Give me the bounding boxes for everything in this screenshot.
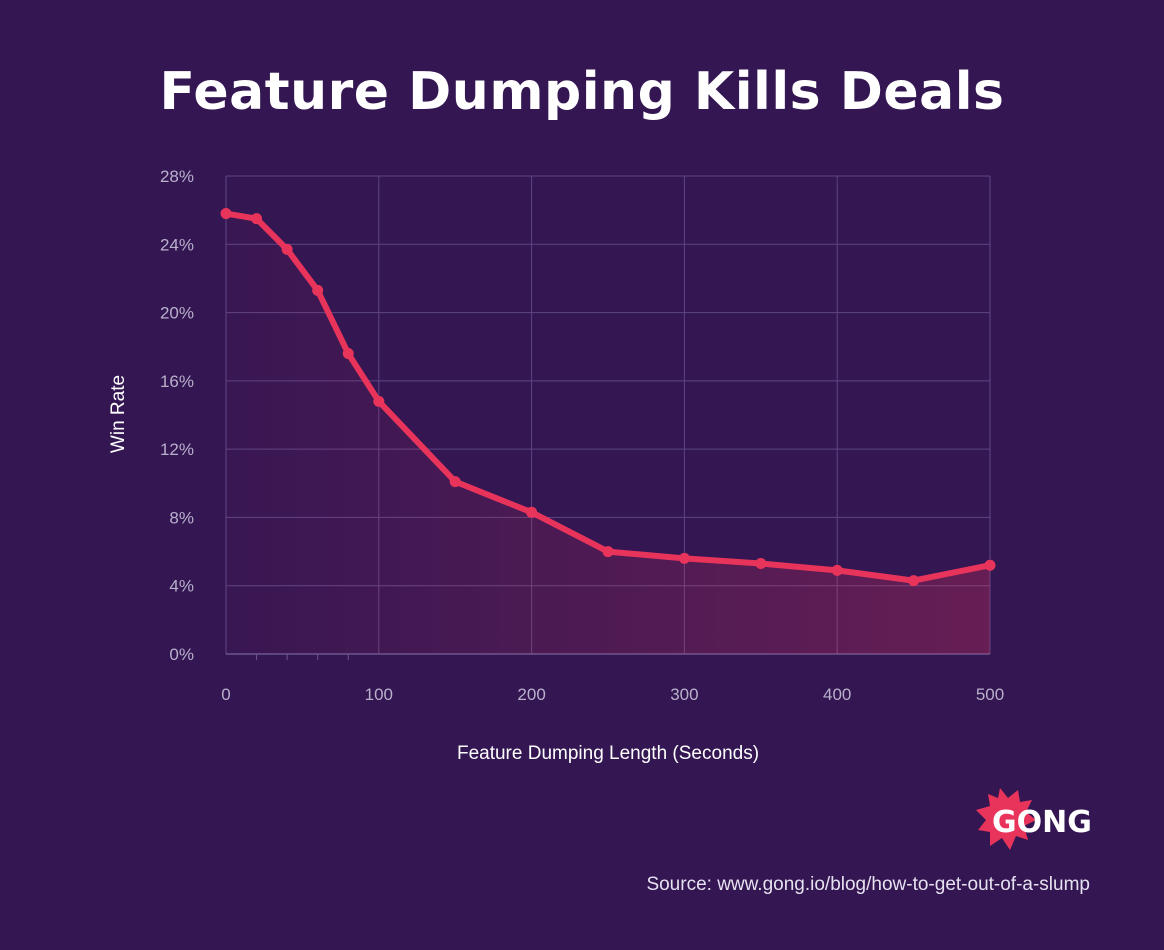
- source-caption: Source: www.gong.io/blog/how-to-get-out-…: [646, 874, 1090, 895]
- x-axis-ticks: 0 100 200 300 400 500: [221, 685, 1004, 704]
- data-point: [373, 395, 385, 407]
- x-tick-label: 100: [365, 685, 393, 704]
- x-tick-label: 200: [517, 685, 545, 704]
- y-tick-label: 0%: [169, 645, 194, 664]
- data-point: [342, 348, 354, 360]
- x-axis-label: Feature Dumping Length (Seconds): [457, 743, 759, 764]
- data-point: [281, 243, 293, 255]
- win-rate-line: [223, 210, 993, 584]
- data-point: [678, 552, 690, 564]
- data-point: [526, 506, 538, 518]
- y-tick-label: 8%: [169, 508, 194, 527]
- data-point: [984, 559, 996, 571]
- data-point: [312, 284, 324, 296]
- x-tick-label: 400: [823, 685, 851, 704]
- area-fill: [226, 213, 990, 655]
- y-tick-label: 16%: [160, 372, 194, 391]
- x-tick-label: 500: [976, 685, 1004, 704]
- series-line: [223, 210, 993, 584]
- x-tick-label: 0: [221, 685, 230, 704]
- y-tick-label: 12%: [160, 440, 194, 459]
- data-point: [251, 213, 263, 225]
- y-axis-label: Win Rate: [108, 375, 129, 453]
- data-point: [220, 208, 232, 220]
- y-axis-ticks: 0% 4% 8% 12% 16% 20% 24% 28%: [160, 167, 194, 664]
- data-point: [831, 564, 843, 576]
- area-shape: [226, 213, 990, 655]
- y-tick-label: 4%: [169, 577, 194, 596]
- gong-logo: GONG: [976, 788, 1092, 850]
- data-points: [220, 208, 996, 587]
- y-tick-label: 24%: [160, 235, 194, 254]
- y-tick-label: 28%: [160, 167, 194, 186]
- data-point: [449, 476, 461, 488]
- starburst-icon: [976, 788, 1036, 850]
- data-point: [602, 546, 614, 558]
- data-point: [908, 575, 920, 587]
- x-tick-label: 300: [670, 685, 698, 704]
- y-tick-label: 20%: [160, 304, 194, 323]
- logo-text: GONG: [992, 805, 1092, 840]
- data-point: [755, 558, 767, 570]
- chart-title: Feature Dumping Kills Deals: [159, 62, 1005, 122]
